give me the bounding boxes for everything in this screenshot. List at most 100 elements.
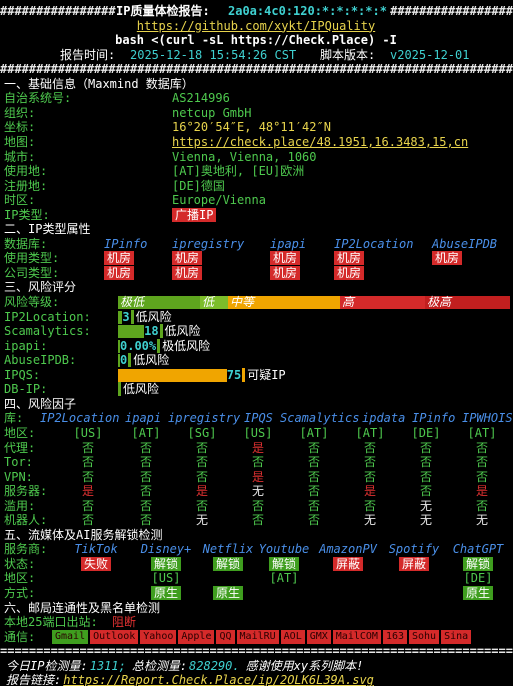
- footer-text: 828290.: [189, 658, 240, 673]
- field-label: 代理:: [4, 440, 36, 455]
- divider: ########################################…: [0, 62, 513, 77]
- mail-provider: QQ: [216, 629, 235, 644]
- risk-level: 低风险: [118, 382, 159, 397]
- field-label: 城市:: [4, 149, 36, 164]
- field-label: 组织:: [4, 105, 36, 120]
- factor-value: 否: [139, 513, 153, 528]
- port-status: 阻断: [112, 615, 137, 630]
- field-label: 地区:: [4, 571, 36, 586]
- mail-provider: Apple: [178, 629, 215, 644]
- label: 脚本版本:: [320, 47, 376, 62]
- risk-score: 3: [122, 309, 130, 324]
- unlock-method: 原生: [150, 586, 182, 600]
- section-heading: 六、邮局连通性及黑名单检测: [4, 600, 161, 615]
- risk-scale-label: 低: [202, 295, 215, 309]
- service-region: [AT]: [269, 571, 299, 586]
- risk-score-bar: [118, 368, 227, 382]
- risk-scale-label: 极高: [427, 295, 452, 309]
- field-value[interactable]: https://check.place/48.1951,16.3483,15,c…: [172, 134, 469, 149]
- factor-value: 否: [139, 498, 153, 513]
- factor-value: 否: [81, 455, 95, 470]
- field-label: 公司类型:: [4, 265, 60, 280]
- command: bash <(curl -sL https://Check.Place) -I: [115, 33, 397, 48]
- unlock-status: 解锁: [212, 556, 244, 571]
- risk-score: 0.00%: [120, 338, 157, 353]
- factor-value: 无: [475, 513, 489, 528]
- field-value: AS214996: [172, 91, 230, 106]
- risk-level: 可疑IP: [242, 367, 286, 382]
- factor-value: 无: [363, 513, 377, 528]
- field-label: 方式:: [4, 586, 36, 600]
- risk-score: 18: [144, 324, 159, 339]
- risk-scale-segment: [228, 296, 340, 309]
- service-name: TikTok: [74, 542, 118, 557]
- database-name: IPinfo: [412, 411, 456, 426]
- factor-value: [AT]: [467, 425, 497, 440]
- field-label: 注册地:: [4, 178, 48, 193]
- factor-value: 否: [307, 513, 321, 528]
- company-type: 机房: [172, 265, 203, 280]
- factor-value: 是: [251, 440, 265, 455]
- risk-scale-label: 极低: [120, 295, 145, 309]
- risk-score: 75: [226, 367, 242, 382]
- field-value: Vienna, Vienna, 1060: [172, 149, 317, 164]
- factor-value: 否: [251, 513, 265, 528]
- risk-score-bar: [118, 325, 145, 339]
- risk-scale-label: 高: [342, 295, 355, 309]
- service-region: [US]: [151, 571, 181, 586]
- mail-provider: MailCOM: [332, 629, 381, 644]
- database-name: IPQS: [244, 411, 273, 426]
- factor-value: 否: [419, 484, 433, 499]
- mail-provider: Yahoo: [140, 629, 177, 644]
- field-label: Tor:: [4, 455, 33, 470]
- footer-text: 1311;: [89, 658, 126, 673]
- mail-provider: 163: [382, 629, 407, 644]
- service-name: Netflix: [202, 542, 254, 557]
- risk-score-bar: [118, 354, 120, 368]
- factor-value: 否: [195, 498, 209, 513]
- border: #################: [390, 4, 513, 18]
- report-time: 2025-12-18 15:54:26 CST: [130, 47, 297, 62]
- field-value: 16°20′54″E, 48°11′42″N: [172, 120, 331, 135]
- field-value: [AT]奥地利, [EU]欧洲: [172, 164, 305, 179]
- service-name: Spotify: [388, 542, 440, 557]
- service-region: [DE]: [463, 571, 493, 586]
- mail-provider: GMX: [306, 629, 331, 644]
- factor-value: 否: [363, 455, 377, 470]
- field-label: 服务器:: [4, 484, 48, 499]
- factor-value: 是: [195, 484, 209, 499]
- field-value: [DE]德国: [172, 178, 225, 193]
- mail-provider: AOL: [280, 629, 305, 644]
- factor-value: [SG]: [187, 425, 217, 440]
- factor-value: 否: [81, 498, 95, 513]
- usage-type: 机房: [270, 251, 301, 266]
- field-label: 本地25端口出站:: [4, 615, 98, 630]
- risk-level: 低风险: [130, 309, 172, 324]
- unlock-status: 失败: [80, 556, 112, 571]
- factor-value: 无: [251, 484, 265, 499]
- factor-value: [AT]: [131, 425, 161, 440]
- factor-value: 否: [475, 440, 489, 455]
- mail-provider: Sina: [441, 629, 472, 644]
- factor-value: [AT]: [355, 425, 385, 440]
- unlock-status: 屏蔽: [332, 556, 364, 571]
- factor-value: 否: [81, 513, 95, 528]
- service-name: Youtube: [258, 542, 310, 557]
- database-name: ipapi: [270, 236, 307, 251]
- section-heading: 三、风险评分: [4, 280, 77, 295]
- mail-provider: Gmail: [52, 629, 89, 644]
- field-label: 状态:: [4, 556, 36, 571]
- factor-value: [US]: [243, 425, 273, 440]
- mail-provider: MailRU: [236, 629, 279, 644]
- repo-link[interactable]: https://github.com/xykt/IPQuality: [136, 18, 376, 33]
- risk-score-bar: [118, 310, 123, 324]
- risk-scale-segment: [200, 296, 228, 309]
- section-heading: 四、风险因子: [4, 396, 77, 411]
- factor-value: 否: [195, 469, 209, 484]
- risk-level: 低风险: [159, 324, 201, 339]
- label: 报告时间:: [60, 47, 116, 62]
- service-name: AmazonPV: [319, 542, 377, 557]
- report-link[interactable]: https://Report.Check.Place/ip/2OLK6L39A.…: [63, 673, 374, 686]
- field-label: 通信:: [4, 629, 36, 644]
- field-value: Europe/Vienna: [172, 193, 266, 208]
